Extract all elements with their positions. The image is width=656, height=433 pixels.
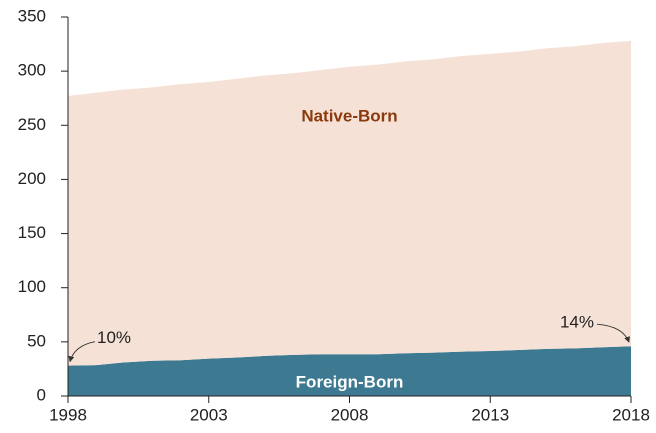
x-tick-label: 2003	[190, 405, 228, 424]
y-tick-label: 200	[18, 169, 46, 188]
series-label: Native-Born	[301, 106, 397, 125]
x-tick-label: 2013	[471, 405, 509, 424]
y-tick-label: 350	[18, 6, 46, 25]
annotation: 10%	[97, 328, 131, 347]
area	[68, 40, 631, 366]
annotation-arrow	[68, 341, 96, 363]
y-tick-label: 250	[18, 115, 46, 134]
x-tick-label: 1998	[49, 405, 87, 424]
y-tick-label: 50	[27, 331, 46, 350]
y-tick-label: 150	[18, 223, 46, 242]
y-tick-label: 100	[18, 277, 46, 296]
annotation: 14%	[560, 313, 594, 332]
annotation-arrow	[596, 323, 630, 343]
y-tick-label: 300	[18, 61, 46, 80]
series-label: Foreign-Born	[296, 373, 404, 392]
x-tick-label: 2018	[612, 405, 650, 424]
x-tick-label: 2008	[331, 405, 369, 424]
y-tick-label: 0	[37, 385, 46, 404]
